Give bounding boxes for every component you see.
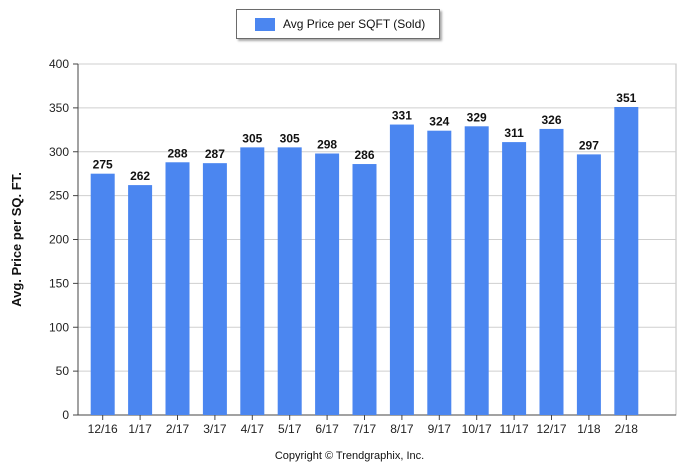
y-tick-label: 0	[62, 408, 69, 422]
y-tick-label: 350	[49, 101, 69, 115]
bar	[464, 126, 489, 416]
legend-swatch	[255, 17, 275, 31]
bar	[427, 130, 452, 415]
chart-legend: Avg Price per SQFT (Sold)	[236, 9, 440, 39]
y-axis-label: Avg. Price per SQ. FT.	[9, 172, 24, 307]
bar	[502, 142, 527, 415]
x-tick-label: 5/17	[278, 422, 302, 436]
bar	[277, 147, 302, 416]
x-tick-label: 2/17	[166, 422, 190, 436]
x-tick-label: 12/16	[88, 422, 118, 436]
data-label: 329	[467, 110, 487, 124]
y-tick-label: 300	[49, 145, 69, 159]
data-label: 305	[280, 131, 300, 145]
data-label: 324	[429, 115, 449, 129]
bar	[240, 147, 265, 416]
data-label: 287	[205, 147, 225, 161]
x-tick-label: 11/17	[500, 422, 529, 436]
x-tick-label: 1/17	[128, 422, 152, 436]
copyright-text: Copyright © Trendgraphix, Inc.	[274, 450, 425, 462]
y-tick-label: 400	[49, 57, 69, 71]
bar	[352, 164, 377, 415]
x-tick-label: 1/18	[577, 422, 601, 436]
data-label: 326	[541, 113, 561, 127]
x-tick-label: 4/17	[241, 422, 265, 436]
bar	[90, 173, 115, 415]
y-tick-label: 250	[49, 189, 69, 203]
bar	[315, 153, 340, 415]
y-tick-label: 150	[49, 276, 69, 290]
x-tick-label: 7/17	[353, 422, 377, 436]
x-tick-label: 3/17	[203, 422, 227, 436]
bar	[539, 128, 564, 415]
data-label: 311	[504, 126, 524, 140]
bar	[576, 154, 601, 415]
bar	[128, 185, 153, 415]
data-label: 331	[392, 109, 412, 123]
x-tick-label: 2/18	[615, 422, 639, 436]
y-tick-label: 50	[56, 364, 70, 378]
x-tick-label: 6/17	[315, 422, 339, 436]
bar	[202, 163, 227, 415]
data-label: 275	[93, 158, 113, 172]
data-label: 288	[167, 146, 187, 160]
x-tick-label: 8/17	[390, 422, 414, 436]
data-label: 286	[354, 148, 374, 162]
y-tick-label: 200	[49, 233, 69, 247]
legend-label: Avg Price per SQFT (Sold)	[283, 17, 426, 31]
bar	[389, 124, 414, 416]
y-tick-label: 100	[49, 320, 69, 334]
x-tick-label: 12/17	[536, 422, 566, 436]
bar	[614, 106, 639, 415]
data-label: 297	[579, 138, 599, 152]
x-tick-label: 9/17	[428, 422, 452, 436]
data-label: 262	[130, 169, 150, 183]
x-tick-label: 10/17	[462, 422, 492, 436]
data-label: 298	[317, 138, 337, 152]
data-label: 351	[616, 91, 636, 105]
data-label: 305	[242, 131, 262, 145]
bar	[165, 162, 190, 415]
